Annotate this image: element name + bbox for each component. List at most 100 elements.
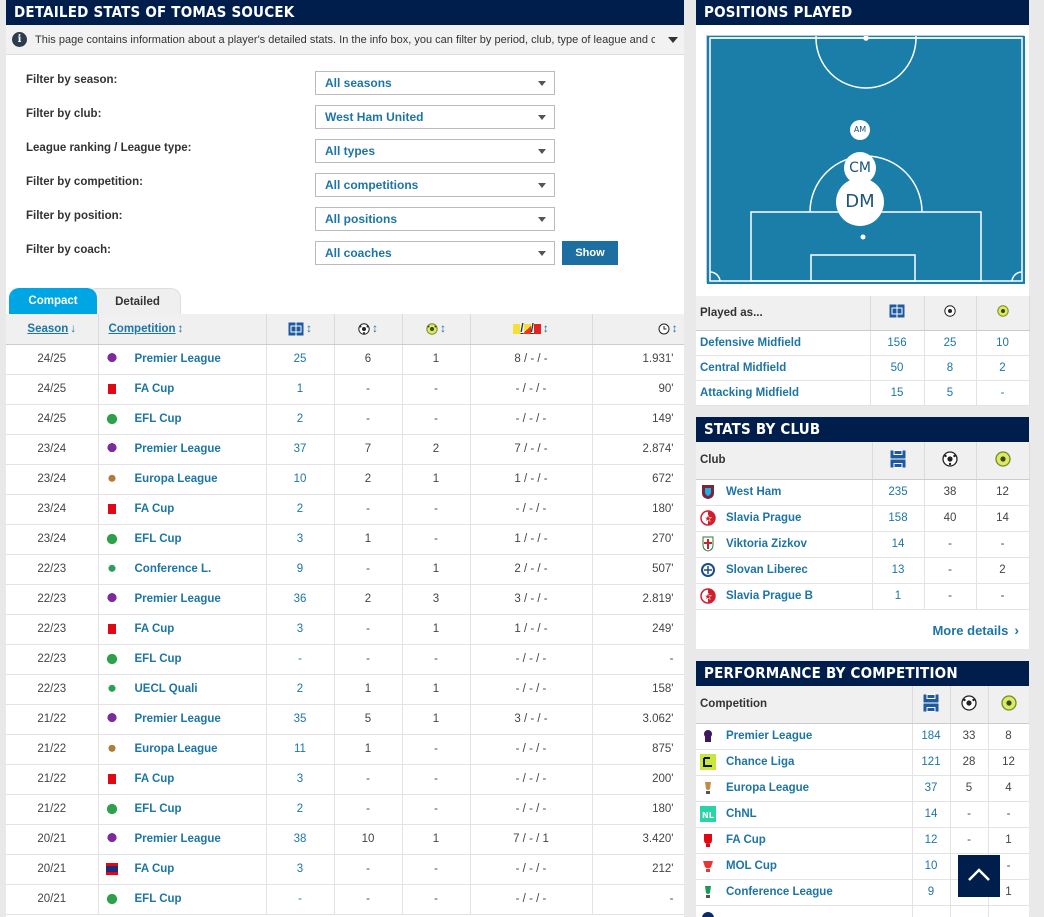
sort-minutes-header[interactable]: ↕ [592,314,684,345]
club-select[interactable]: West Ham United [315,105,555,129]
appearances-cell[interactable]: 3 [266,764,335,795]
positions-header-row: Played as... [696,296,1030,331]
show-button[interactable]: Show [562,241,618,265]
appearances-cell: 12 [912,827,951,854]
competitions-title: PERFORMANCE BY COMPETITION [696,661,1029,686]
position-label[interactable]: Attacking Midfield [696,380,871,406]
info-icon: i [12,32,27,47]
appearances-cell[interactable]: 10 [266,464,335,495]
competition-link[interactable]: EFL Cup [98,524,267,555]
club-link[interactable]: Viktoria Zizkov [696,531,873,558]
competition-link[interactable]: Premier League [98,344,267,375]
club-link[interactable]: West Ham [696,479,873,506]
appearances-cell[interactable]: - [266,884,335,915]
season-cell: 24/25 [6,344,99,375]
competition-link[interactable]: FA Cup [98,614,267,645]
assists-cell: 8 [988,723,1029,750]
competition-link[interactable]: EFL Cup [98,644,267,675]
goals-cell: 25 [924,330,977,356]
appearances-cell[interactable]: 37 [266,434,335,465]
position-select[interactable]: All positions [315,207,555,231]
competition-link[interactable] [696,905,913,917]
more-details-link[interactable]: More details › [932,622,1019,638]
filter-label: Filter by competition: [26,176,143,188]
info-bar[interactable]: i This page contains information about a… [6,25,684,55]
cards-cell: 3 / - / - [470,584,593,615]
competition-link[interactable]: FA Cup [98,374,267,405]
premier-league-logo-icon [104,442,119,456]
cards-cell: - / - / - [470,764,593,795]
appearances-cell[interactable]: 36 [266,584,335,615]
tab-detailed[interactable]: Detailed [86,288,181,314]
competition-link[interactable]: MOL Cup [696,853,913,880]
competition-link[interactable]: EFL Cup [98,794,267,825]
competition-link[interactable]: FA Cup [98,854,267,885]
competition-select[interactable]: All competitions [315,173,555,197]
competition-link[interactable]: Europa League [98,734,267,765]
appearances-cell[interactable]: 25 [266,344,335,375]
appearances-cell[interactable]: 35 [266,704,335,735]
competition-link[interactable]: Conference League [696,879,913,906]
assists-cell: 1 [402,674,471,705]
appearances-cell[interactable]: 38 [266,824,335,855]
appearances-cell[interactable]: 11 [266,734,335,765]
sort-competition-header[interactable]: Competition ↕ [98,314,267,345]
appearances-cell[interactable]: 2 [266,404,335,435]
season-cell: 22/23 [6,554,99,585]
chevron-down-icon[interactable] [668,37,678,43]
scroll-to-top-button[interactable] [958,855,1000,897]
appearances-cell[interactable]: 1 [266,374,335,405]
competition-link[interactable]: Chance Liga [696,749,913,776]
sort-assists-header[interactable]: ↕ [402,314,471,345]
assists-header [988,686,1029,724]
clubs-table: Club West Ham 235 38 12 Slavia Prague 158 40 14… [696,442,1030,610]
efl-cup-logo-icon [104,652,119,666]
sort-goals-header[interactable]: ↕ [334,314,403,345]
cards-cell: - / - / - [470,674,593,705]
appearances-cell[interactable]: 2 [266,794,335,825]
played-as-header: Played as... [696,296,871,331]
competition-link[interactable]: Europa League [98,464,267,495]
appearances-cell[interactable]: 9 [266,554,335,585]
goals-cell: 1 [334,674,403,705]
club-link[interactable]: Slavia Prague B [696,583,873,610]
competition-link[interactable]: Premier League [98,584,267,615]
sort-cards-header[interactable]: / / ↕ [470,314,593,345]
coach-select[interactable]: All coaches [315,241,555,265]
competition-link[interactable]: EFL Cup [98,884,267,915]
sort-season-header[interactable]: Season ↓ [6,314,99,345]
appearances-cell[interactable]: - [266,644,335,675]
position-label[interactable]: Central Midfield [696,355,871,381]
assists-cell: 3 [402,584,471,615]
appearances-cell[interactable]: 3 [266,854,335,885]
competition-link[interactable]: Premier League [98,434,267,465]
competition-link[interactable]: FA Cup [696,827,913,854]
club-link[interactable]: Slavia Prague [696,505,873,532]
competition-link[interactable]: UECL Quali [98,674,267,705]
league-type-select[interactable]: All types [315,139,555,163]
season-select[interactable]: All seasons [315,71,555,95]
competition-link[interactable]: Europa League [696,775,913,802]
club-link[interactable]: Slovan Liberec [696,557,873,584]
position-label[interactable]: Defensive Midfield [696,330,871,356]
appearances-cell[interactable]: 2 [266,674,335,705]
competition-link[interactable]: FA Cup [98,494,267,525]
competition-link[interactable]: Premier League [696,723,913,750]
appearances-cell[interactable]: 3 [266,614,335,645]
competition-link[interactable]: Premier League [98,704,267,735]
competition-link[interactable]: NL ChNL [696,801,913,828]
table-row: 22/23 Conference L. 9-1 2 / - / -507' [6,554,684,585]
stats-by-club-panel: STATS BY CLUB Club West Ham 235 38 12 Slavia… [696,417,1030,649]
sort-appearances-header[interactable]: ↕ [266,314,335,345]
competition-link[interactable]: Premier League [98,824,267,855]
filter-row-season: Filter by season: All seasons [6,71,684,95]
table-row: 22/23 Premier League 36 2 3 3 / - / -2.819' [6,584,684,615]
slavia-crest-icon [700,510,716,526]
competition-link[interactable]: EFL Cup [98,404,267,435]
appearances-cell[interactable]: 3 [266,524,335,555]
competition-link[interactable]: FA Cup [98,764,267,795]
appearances-cell[interactable]: 2 [266,494,335,525]
competition-link[interactable]: Conference L. [98,554,267,585]
tab-compact[interactable]: Compact [9,288,97,314]
minutes-cell: 2.874' [592,434,684,465]
